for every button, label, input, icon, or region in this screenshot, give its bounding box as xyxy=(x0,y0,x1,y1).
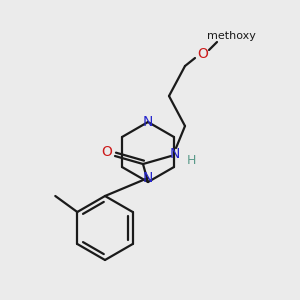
Text: H: H xyxy=(186,154,196,166)
Text: N: N xyxy=(170,147,180,161)
Text: methoxy: methoxy xyxy=(207,31,255,41)
Text: N: N xyxy=(143,115,153,129)
Text: O: O xyxy=(198,47,208,61)
Text: O: O xyxy=(102,145,112,159)
Text: N: N xyxy=(143,171,153,185)
